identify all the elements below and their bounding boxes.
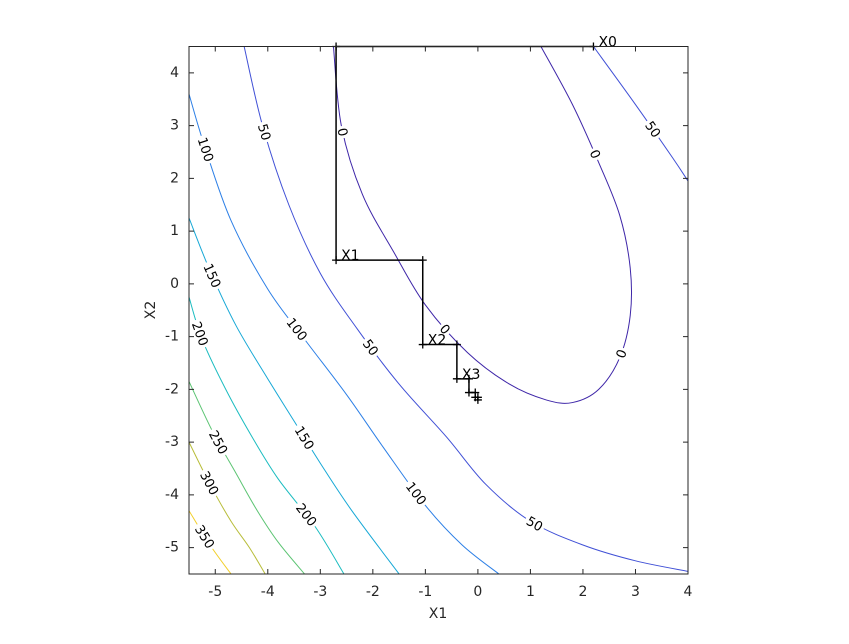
contour-label-bg bbox=[611, 345, 631, 363]
contour-label-bg bbox=[291, 498, 322, 532]
x-axis-label: X1 bbox=[429, 606, 448, 622]
point-label: X2 bbox=[428, 333, 447, 349]
path-marker bbox=[464, 374, 473, 383]
y-tick-label: -3 bbox=[165, 434, 179, 450]
contour-label-group: 100 bbox=[193, 133, 218, 166]
x-tick-label: -5 bbox=[208, 584, 222, 600]
contour-label-group: 0 bbox=[434, 319, 456, 340]
path-marker bbox=[452, 374, 461, 383]
contour-label-bg bbox=[585, 145, 605, 163]
y-tick-label: -2 bbox=[165, 381, 179, 397]
x-tick-label: -3 bbox=[313, 584, 327, 600]
contour-label-group: 50 bbox=[253, 119, 275, 145]
contour-label-bg bbox=[204, 425, 233, 459]
point-label: X1 bbox=[341, 248, 360, 264]
contour-label-bg bbox=[434, 319, 456, 340]
point-label: X3 bbox=[462, 367, 481, 383]
y-tick-label: -1 bbox=[165, 329, 179, 345]
contour-label-bg bbox=[290, 421, 319, 455]
x-tick-label: 3 bbox=[631, 584, 640, 600]
path-marker bbox=[418, 256, 427, 265]
contour-label: 0 bbox=[333, 127, 349, 138]
y-tick-label: 4 bbox=[170, 65, 179, 81]
contour-label-group: 50 bbox=[521, 511, 548, 536]
contour-label: 100 bbox=[194, 136, 216, 164]
x-tick-label: -4 bbox=[261, 584, 275, 600]
path-marker bbox=[452, 340, 461, 349]
x-tick-label: 2 bbox=[578, 584, 587, 600]
y-tick-label: 1 bbox=[170, 223, 179, 239]
x-tick-label: 4 bbox=[684, 584, 693, 600]
contour-label-bg bbox=[640, 116, 666, 143]
y-tick-label: 3 bbox=[170, 118, 179, 134]
contour-label-bg bbox=[358, 334, 384, 361]
contour-label-bg bbox=[281, 312, 313, 346]
contour-label-group: 0 bbox=[333, 124, 352, 140]
contour-label-bg bbox=[253, 119, 275, 145]
path-marker bbox=[332, 256, 341, 265]
contour-label-bg bbox=[193, 133, 218, 166]
x-tick-label: -2 bbox=[366, 584, 380, 600]
y-axis-label: X2 bbox=[143, 301, 159, 320]
contour-label-bg bbox=[521, 511, 548, 536]
x-tick-label: 0 bbox=[473, 584, 482, 600]
contour-line bbox=[332, 46, 633, 404]
contour-label-bg bbox=[199, 259, 226, 293]
y-tick-label: -4 bbox=[165, 487, 179, 503]
contour-line bbox=[243, 46, 688, 572]
contour-line bbox=[189, 381, 305, 574]
contour-label-bg bbox=[187, 317, 213, 351]
contour-label-group: 0 bbox=[585, 145, 605, 163]
plot-border bbox=[188, 46, 689, 575]
contour-label: 50 bbox=[254, 122, 273, 142]
contour-label-bg bbox=[195, 466, 224, 500]
contour-label-bg bbox=[401, 477, 432, 510]
path-marker bbox=[418, 340, 427, 349]
contour-label-bg bbox=[190, 520, 220, 554]
y-tick-label: 2 bbox=[170, 170, 179, 186]
contour-line bbox=[189, 93, 500, 574]
path-layer: X0 X1 X2 X3 bbox=[332, 35, 617, 404]
y-tick-label: -5 bbox=[165, 540, 179, 556]
contour-label-group: 0 bbox=[611, 345, 631, 363]
x-tick-label: -1 bbox=[418, 584, 432, 600]
contour-label: 50 bbox=[523, 514, 545, 535]
point-label: X0 bbox=[598, 35, 617, 51]
x-tick-label: 1 bbox=[526, 584, 535, 600]
contour-label-bg bbox=[333, 124, 352, 140]
y-tick-label: 0 bbox=[170, 276, 179, 292]
path-marker bbox=[473, 395, 482, 404]
